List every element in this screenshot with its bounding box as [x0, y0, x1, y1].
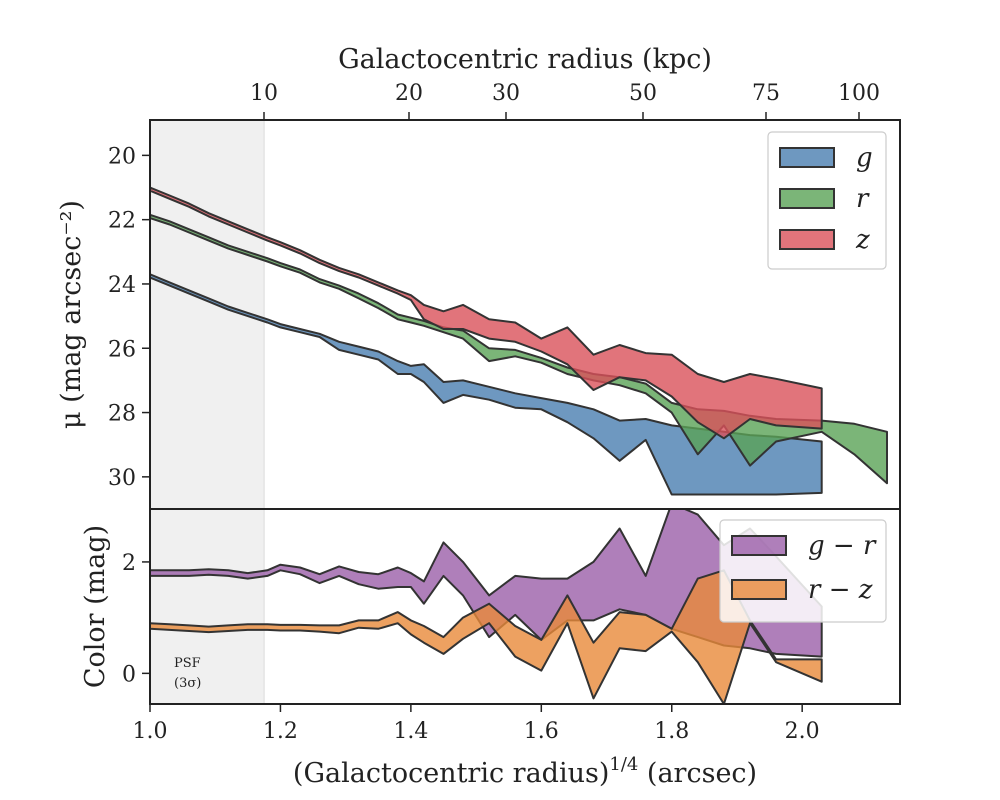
color-legend-label-0: g − r [808, 531, 877, 561]
color-legend-swatch-0 [731, 535, 787, 556]
surface-brightness-band-0 [150, 273, 823, 496]
surface-brightness-legend-label-0: g [856, 143, 873, 173]
x-tick-label-1: 1.2 [263, 719, 298, 744]
mu-tick-label-1: 22 [108, 209, 136, 234]
kpc-tick-label-5: 100 [838, 81, 880, 106]
surface-brightness-legend-label-2: z [855, 225, 870, 255]
mu-tick-label-5: 30 [108, 466, 136, 491]
bottom-panel-frame [149, 508, 901, 705]
color-legend-label-1: r − z [808, 575, 873, 605]
surface-brightness-band-2 [150, 186, 823, 440]
x-tick-label-5: 2.0 [785, 719, 820, 744]
mu-tick-label-2: 24 [108, 273, 136, 298]
mu-tick-label-3: 26 [108, 337, 136, 362]
color-axis-label: Color (mag) [80, 525, 111, 688]
x-tick-label-4: 1.8 [654, 719, 689, 744]
psf-annotation-1: (3σ) [174, 676, 201, 691]
kpc-tick-label-3: 50 [629, 81, 657, 106]
x-tick-label-2: 1.4 [393, 719, 428, 744]
kpc-tick-label-1: 20 [395, 81, 423, 106]
kpc-tick-label-4: 75 [752, 81, 780, 106]
mu-axis-label: μ (mag arcsec⁻²) [56, 200, 87, 429]
color-tick-label-1: 2 [122, 551, 136, 576]
color-band-0 [150, 509, 823, 658]
top-x-axis-label: Galactocentric radius (kpc) [338, 44, 712, 75]
surface-brightness-legend-swatch-0 [779, 147, 835, 168]
color-tick-label-0: 0 [122, 662, 136, 687]
psf-shaded-region [150, 120, 265, 704]
kpc-tick-label-2: 30 [492, 81, 520, 106]
bottom-x-axis-label: (Galactocentric radius)1/4 (arcsec) [293, 754, 757, 789]
surface-brightness-legend-label-1: r [856, 184, 870, 214]
color-legend-swatch-1 [731, 579, 787, 600]
kpc-tick-label-0: 10 [250, 81, 278, 106]
color-band-1 [150, 569, 823, 704]
surface-brightness-legend-swatch-1 [779, 188, 835, 209]
psf-annotation-0: PSF [174, 656, 201, 671]
x-tick-label-3: 1.6 [524, 719, 559, 744]
mu-tick-label-0: 20 [108, 144, 136, 169]
mu-tick-label-4: 28 [108, 402, 136, 427]
x-tick-label-0: 1.0 [133, 719, 168, 744]
surface-brightness-legend-swatch-2 [779, 229, 835, 250]
